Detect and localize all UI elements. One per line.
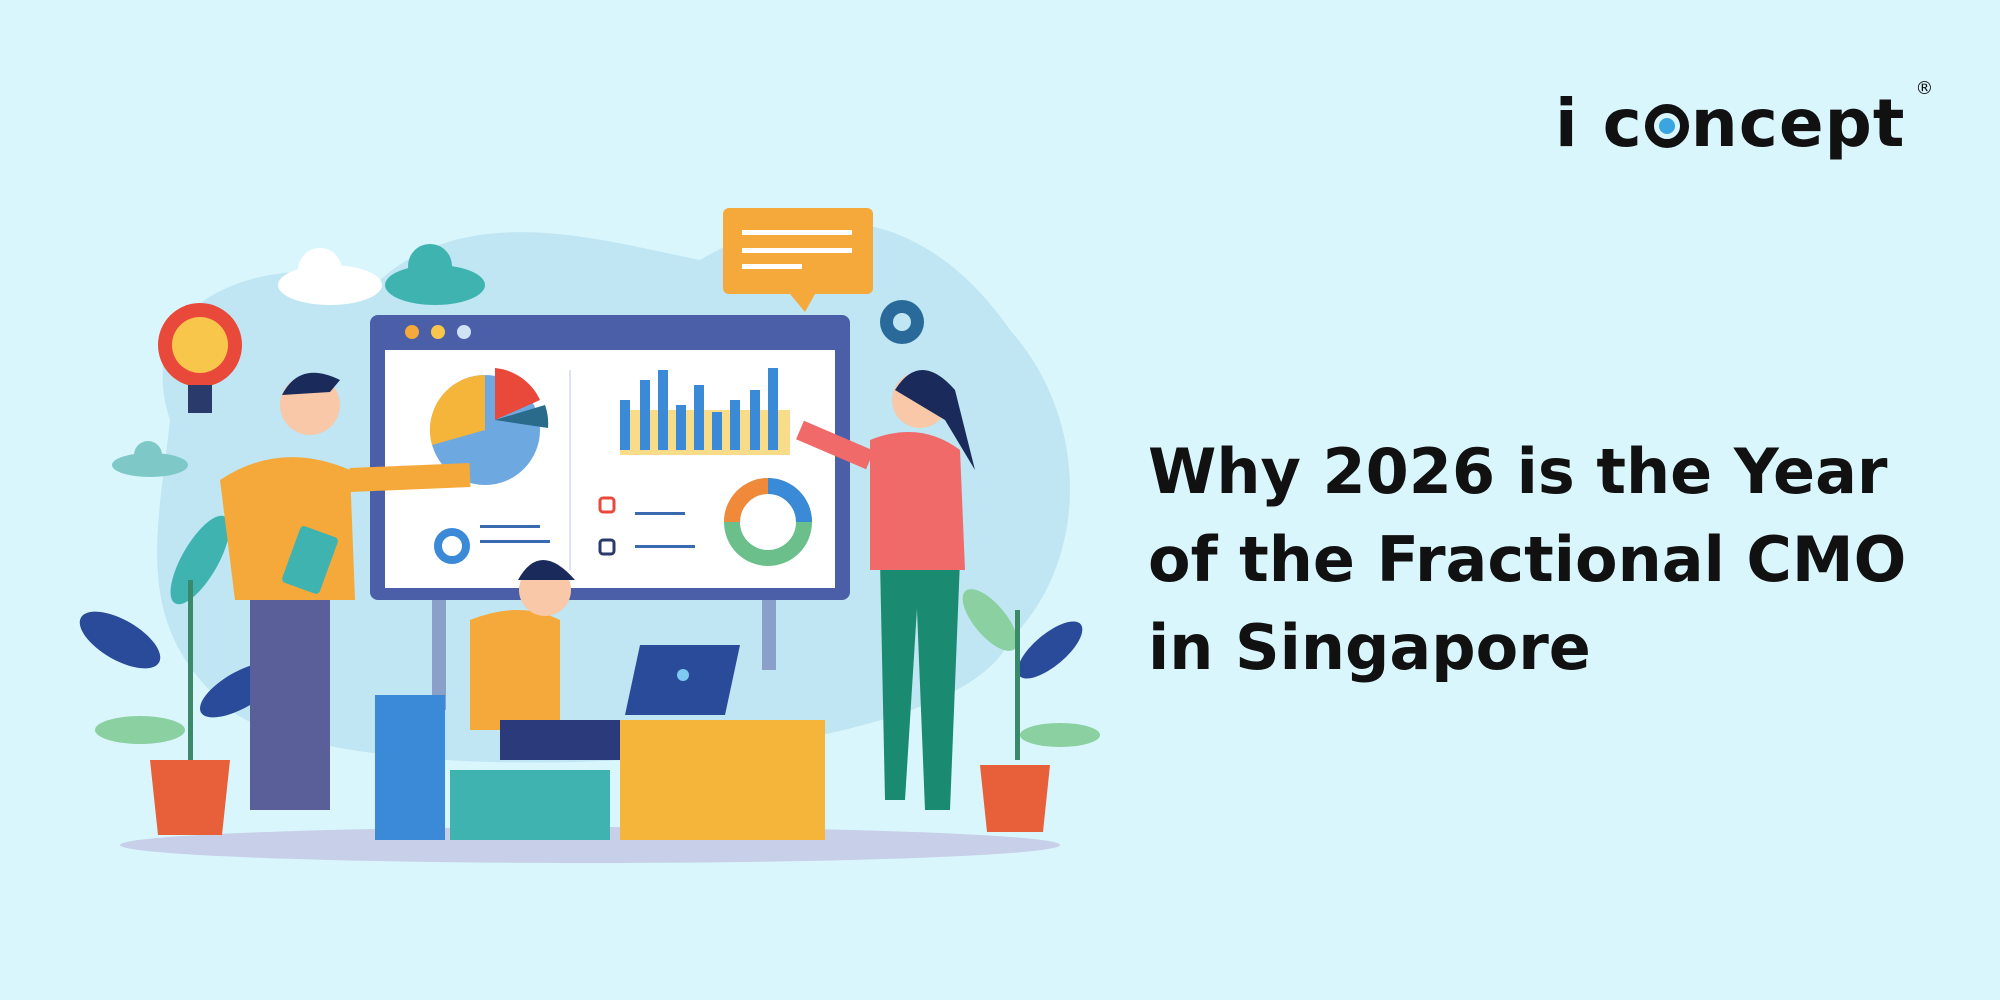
speech-bubble-icon <box>723 208 873 312</box>
cloud-icon <box>278 248 382 305</box>
laptop-icon <box>625 645 740 715</box>
bar-chart <box>620 368 778 450</box>
brand-logo: i c ncept ® <box>1555 78 1933 168</box>
gear-icon <box>880 300 924 344</box>
headline-line: Why 2026 is the Year <box>1148 435 1888 508</box>
registered-mark: ® <box>1915 78 1934 99</box>
logo-dot-o-icon <box>1644 103 1689 148</box>
logo-wordmark: i c ncept <box>1555 84 1906 162</box>
whiteboard <box>370 315 850 600</box>
cloud-icon <box>112 441 188 477</box>
headline-line: in Singapore <box>1148 611 1591 684</box>
plant-left <box>79 515 280 835</box>
woman-sitting <box>450 560 740 840</box>
plant-right <box>962 589 1100 832</box>
box <box>620 720 825 840</box>
whiteboard-stand <box>762 590 776 670</box>
woman-standing <box>796 370 975 810</box>
cloud-icon <box>385 244 485 305</box>
lightbulb-icon <box>158 303 242 413</box>
page-title: Why 2026 is the Year of the Fractional C… <box>1148 428 1968 692</box>
headline-line: of the Fractional CMO <box>1148 523 1907 596</box>
trash-bin-icon <box>375 695 445 840</box>
whiteboard-stand <box>432 590 446 710</box>
man-standing <box>220 372 471 810</box>
